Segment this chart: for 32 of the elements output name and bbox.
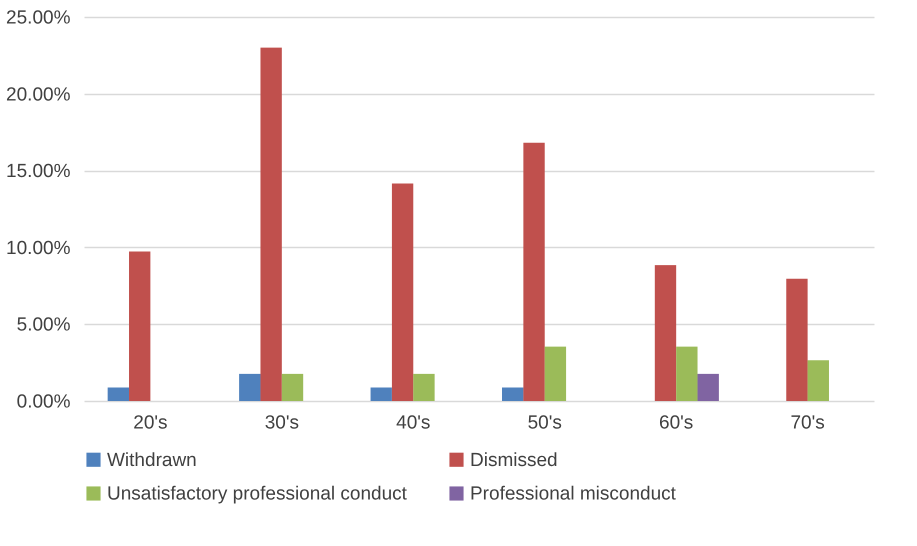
legend-label: Unsatisfactory professional conduct <box>107 484 408 504</box>
bar <box>544 346 566 401</box>
x-tick-label: 60's <box>659 412 694 434</box>
x-tick-label: 30's <box>264 412 299 434</box>
bar <box>370 387 392 401</box>
y-tick-label: 15.00% <box>6 161 71 182</box>
legend-label: Professional misconduct <box>470 484 677 504</box>
x-tick-label: 20's <box>133 412 168 434</box>
y-tick-label: 25.00% <box>6 8 71 28</box>
bar <box>698 374 719 401</box>
bar <box>413 374 435 401</box>
bar <box>282 374 304 401</box>
bar <box>239 374 260 401</box>
bar <box>786 278 808 401</box>
y-tick-label: 5.00% <box>16 314 71 336</box>
bar <box>808 360 829 401</box>
bar <box>502 387 524 401</box>
x-tick-label: 40's <box>396 412 430 434</box>
bar <box>523 142 545 401</box>
legend-label: Dismissed <box>470 450 558 471</box>
x-tick-label: 70's <box>790 412 825 434</box>
bar <box>129 252 150 401</box>
bar <box>654 265 676 401</box>
bar <box>676 346 698 401</box>
bar <box>260 48 282 401</box>
legend-label: Withdrawn <box>107 450 197 471</box>
y-tick-label: 0.00% <box>16 392 71 412</box>
bar <box>392 184 414 401</box>
y-tick-label: 20.00% <box>6 84 71 106</box>
x-tick-label: 50's <box>528 412 562 434</box>
y-tick-label: 10.00% <box>6 238 71 259</box>
bar <box>108 387 130 401</box>
